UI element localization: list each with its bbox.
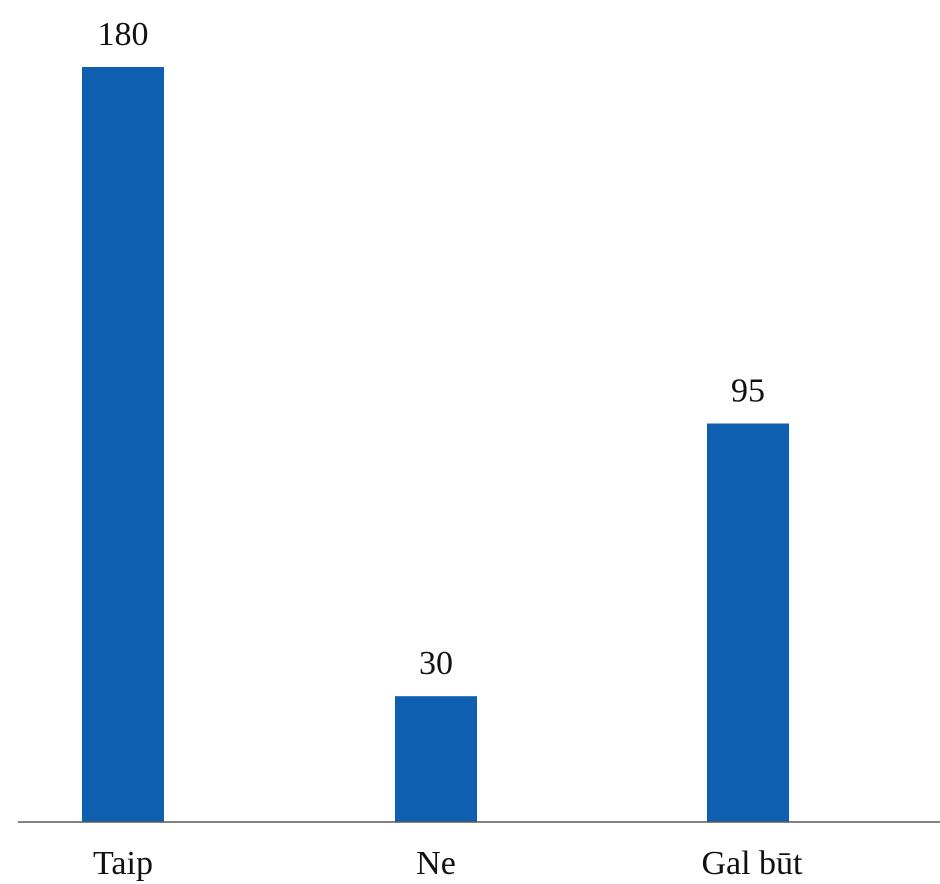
bar-gal-b-t <box>707 423 789 822</box>
bars-group <box>82 67 789 822</box>
bar-taip <box>82 67 164 822</box>
value-label-taip: 180 <box>98 16 149 53</box>
value-labels-group: 180 30 95 <box>98 16 766 682</box>
value-label-gal-b-t: 95 <box>731 373 765 410</box>
category-label-gal-b-t: Gal būt <box>701 845 803 882</box>
category-label-ne: Ne <box>416 845 456 882</box>
bar-ne <box>395 696 477 822</box>
category-label-taip: Taip <box>93 845 153 882</box>
value-label-ne: 30 <box>419 645 453 682</box>
category-labels-group: Taip Ne Gal būt <box>93 845 803 882</box>
